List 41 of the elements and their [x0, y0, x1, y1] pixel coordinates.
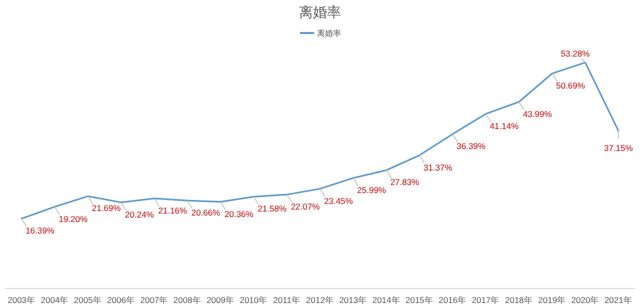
legend: 离婚率 [300, 29, 341, 38]
chart-title: 离婚率 [299, 4, 341, 20]
x-tick-label: 2018年 [504, 295, 533, 305]
data-label: 27.83% [390, 177, 420, 188]
x-tick-label: 2016年 [438, 295, 467, 305]
data-label: 19.20% [58, 214, 88, 224]
data-label: 43.99% [522, 108, 552, 119]
x-tick-label: 2003年 [8, 295, 36, 305]
x-tick-label: 2015年 [406, 295, 434, 305]
data-label: 53.28% [560, 48, 590, 59]
x-tick-label: 2008年 [173, 295, 202, 305]
data-label: 23.45% [324, 196, 354, 206]
data-label: 31.37% [423, 162, 453, 172]
x-tick-label: 2013年 [339, 295, 368, 305]
data-label: 20.66% [191, 208, 221, 218]
data-label: 37.15% [604, 142, 634, 153]
x-tick-label: 2012年 [306, 295, 334, 305]
data-label: 20.24% [125, 209, 154, 220]
x-tick-label: 2011年 [273, 295, 300, 305]
data-label: 50.69% [556, 80, 586, 91]
data-label: 16.39% [26, 226, 55, 236]
x-tick-label: 2020年 [571, 295, 600, 305]
data-label: 25.99% [357, 185, 386, 196]
data-label: 20.36% [224, 208, 254, 219]
x-tick-label: 2009年 [206, 295, 234, 305]
x-tick-label: 2017年 [472, 295, 500, 305]
legend-label: 离婚率 [317, 29, 341, 38]
x-tick-label: 2006年 [107, 295, 136, 305]
data-label: 21.16% [158, 205, 188, 216]
x-tick-label: 2007年 [140, 295, 168, 305]
x-tick-label: 2021年 [604, 295, 632, 305]
x-tick-label: 2005年 [74, 295, 102, 305]
x-tick-label: 2010年 [240, 295, 268, 305]
data-label: 21.58% [258, 204, 287, 214]
data-label: 22.07% [290, 202, 320, 212]
x-tick-label: 2014年 [372, 295, 400, 305]
data-label: 36.39% [456, 141, 486, 152]
x-tick-label: 2019年 [538, 295, 566, 305]
data-label: 41.14% [490, 120, 520, 131]
x-tick-label: 2004年 [40, 295, 69, 305]
data-label: 21.69% [92, 203, 122, 214]
